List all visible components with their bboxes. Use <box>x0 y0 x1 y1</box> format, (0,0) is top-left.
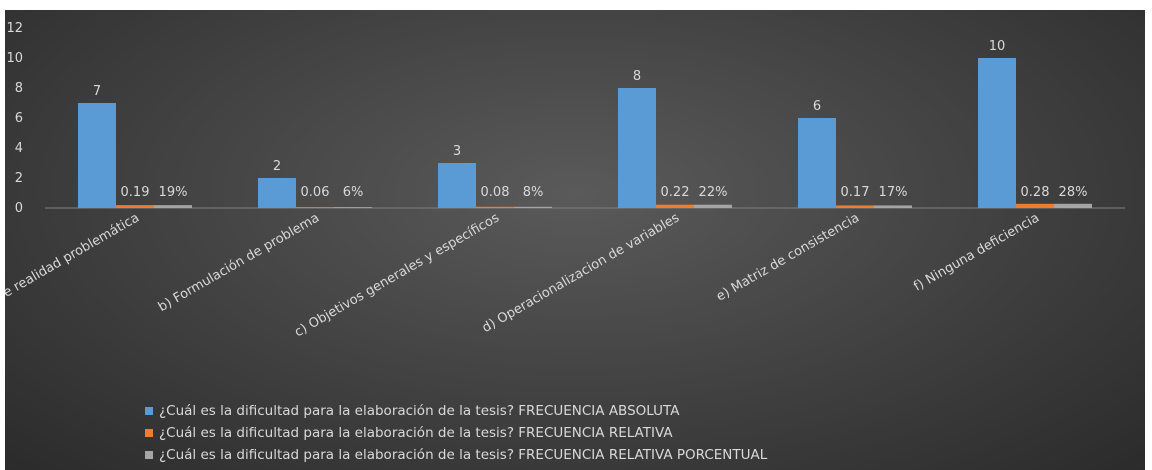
bar <box>116 205 154 208</box>
legend-label-relativa: ¿Cuál es la dificultad para la elaboraci… <box>159 425 673 441</box>
bar <box>1016 203 1054 208</box>
data-label-relativa: 0.22 <box>661 185 690 200</box>
y-tick-label: 8 <box>15 81 23 96</box>
legend-swatch-absoluta <box>145 407 153 415</box>
data-label-porcentual: 6% <box>343 185 364 200</box>
category-label: d) Operacionalizacion de variables <box>480 210 682 336</box>
data-label-absoluta: 6 <box>813 99 821 114</box>
legend-label-absoluta: ¿Cuál es la dificultad para la elaboraci… <box>159 403 680 419</box>
bar <box>1054 203 1092 208</box>
data-label-absoluta: 7 <box>93 84 101 99</box>
bar <box>258 178 296 208</box>
category-label: e) Matriz de consistencia <box>714 210 862 304</box>
legend-swatch-relativa <box>145 429 153 437</box>
data-label-porcentual: 28% <box>1059 185 1088 200</box>
bar <box>78 103 116 208</box>
legend-item-absoluta: ¿Cuál es la dificultad para la elaboraci… <box>145 400 767 422</box>
bar <box>656 204 694 208</box>
bar <box>978 58 1016 208</box>
category-label: f) Ninguna deficiencia <box>911 210 1042 294</box>
category-label: a) Planteamiento de realidad problemátic… <box>5 210 142 362</box>
bar <box>154 205 192 208</box>
bar <box>438 163 476 208</box>
data-label-relativa: 0.08 <box>481 185 510 200</box>
bar <box>874 205 912 208</box>
bar <box>798 118 836 208</box>
y-tick-label: 0 <box>15 201 23 216</box>
y-tick-label: 2 <box>15 171 23 186</box>
chart-area: 0 2 4 6 8 10 12 7 0.19 19% a) Planteamiento de rea… <box>5 10 1145 470</box>
y-tick-label: 10 <box>6 51 23 66</box>
data-label-relativa: 0.28 <box>1021 185 1050 200</box>
y-tick-label: 12 <box>6 21 23 36</box>
y-tick-label: 4 <box>15 141 23 156</box>
legend-item-porcentual: ¿Cuál es la dificultad para la elaboraci… <box>145 444 767 466</box>
legend-swatch-porcentual <box>145 451 153 459</box>
data-label-relativa: 0.17 <box>841 185 870 200</box>
data-label-absoluta: 3 <box>453 144 461 159</box>
data-label-relativa: 0.19 <box>121 185 150 200</box>
data-label-absoluta: 2 <box>273 159 281 174</box>
data-label-porcentual: 17% <box>879 185 908 200</box>
bar <box>296 207 334 208</box>
bar <box>694 204 732 208</box>
bar <box>618 88 656 208</box>
bar <box>476 206 514 208</box>
data-label-porcentual: 22% <box>699 185 728 200</box>
category-label: b) Formulación de problema <box>156 210 322 315</box>
data-label-absoluta: 8 <box>633 69 641 84</box>
bar <box>334 207 372 208</box>
category-label: c) Objetivos generales y específicos <box>292 210 502 340</box>
data-label-porcentual: 8% <box>523 185 544 200</box>
bar <box>514 206 552 208</box>
data-label-absoluta: 10 <box>989 39 1006 54</box>
legend-label-porcentual: ¿Cuál es la dificultad para la elaboraci… <box>159 447 768 463</box>
legend-item-relativa: ¿Cuál es la dificultad para la elaboraci… <box>145 422 767 444</box>
bar-chart: 0 2 4 6 8 10 12 7 0.19 19% a) Planteamiento de rea… <box>5 21 1125 363</box>
data-label-porcentual: 19% <box>159 185 188 200</box>
legend: ¿Cuál es la dificultad para la elaboraci… <box>145 400 767 466</box>
bar <box>836 205 874 208</box>
y-tick-label: 6 <box>15 111 23 126</box>
data-label-relativa: 0.06 <box>301 185 330 200</box>
